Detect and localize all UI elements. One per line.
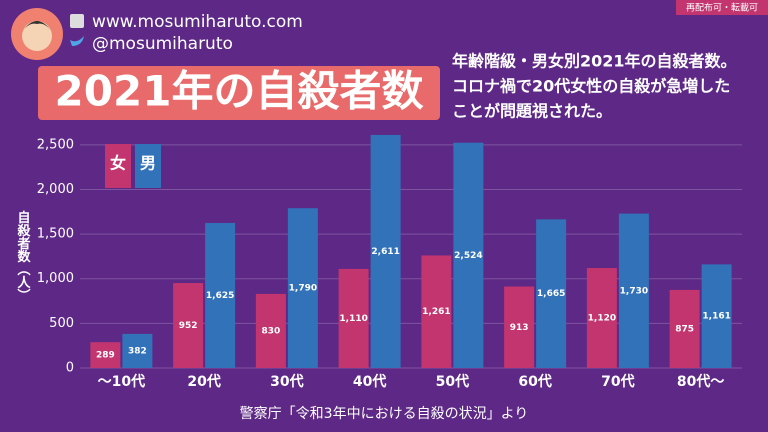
bar	[453, 142, 484, 368]
value-label: 1,665	[537, 289, 565, 299]
value-label: 1,110	[339, 314, 367, 324]
bar	[205, 222, 236, 368]
x-tick-label: 60代	[518, 373, 551, 390]
y-tick-label: 1,000	[37, 271, 74, 286]
bar	[338, 268, 369, 368]
value-label: 875	[675, 324, 694, 334]
avatar-hair	[22, 21, 52, 32]
notice: 再配布可・転載可	[686, 2, 758, 14]
value-label: 289	[96, 351, 115, 361]
chart-title: 2021年の自殺者数	[55, 67, 424, 116]
bar	[287, 208, 318, 368]
x-tick-label: 20代	[187, 373, 220, 390]
value-label: 2,611	[371, 247, 399, 257]
bar	[618, 213, 649, 368]
legend-label: 女	[110, 154, 126, 173]
x-tick-label: 〜10代	[98, 373, 145, 390]
subtitle: 年齢階級・男女別2021年の自殺者数。	[452, 52, 737, 71]
value-label: 913	[510, 323, 529, 333]
bar	[90, 342, 121, 368]
bar	[255, 293, 286, 368]
value-label: 830	[261, 326, 280, 336]
x-tick-label: 50代	[436, 373, 469, 390]
bar	[122, 333, 153, 368]
title-bg	[38, 66, 440, 120]
subtitle: コロナ禍で20代女性の自殺が急増した	[452, 77, 730, 96]
value-label: 1,161	[702, 312, 730, 322]
bar	[421, 255, 452, 368]
value-label: 1,625	[206, 291, 234, 301]
y-tick-label: 0	[66, 361, 74, 376]
bar	[370, 134, 401, 368]
value-label: 952	[179, 321, 198, 331]
value-label: 382	[128, 346, 147, 356]
y-axis-label: 自殺者数（人）	[15, 210, 32, 302]
bar	[536, 219, 567, 368]
bar	[173, 283, 204, 368]
legend-label: 男	[140, 154, 156, 173]
account: @mosumiharuto	[92, 34, 233, 54]
twitter-icon	[70, 36, 84, 46]
avatar-face	[22, 21, 52, 51]
bar	[504, 286, 535, 368]
value-label: 1,730	[620, 286, 648, 296]
value-label: 2,524	[454, 251, 482, 261]
legend-swatch	[105, 144, 131, 188]
y-tick-label: 500	[49, 316, 74, 331]
bar	[669, 289, 700, 368]
bar	[701, 264, 732, 368]
notice-bg	[676, 0, 768, 15]
y-tick-label: 2,500	[37, 137, 74, 152]
x-tick-label: 40代	[353, 373, 386, 390]
x-tick-label: 30代	[270, 373, 303, 390]
y-tick-label: 2,000	[37, 182, 74, 197]
legend-swatch	[135, 144, 161, 188]
x-tick-label: 80代〜	[677, 373, 724, 390]
value-label: 1,261	[422, 307, 450, 317]
bar	[586, 268, 617, 368]
source: 警察庁「令和3年中における自殺の状況」より	[240, 405, 529, 422]
blog-icon	[70, 14, 84, 28]
y-tick-label: 1,500	[37, 227, 74, 242]
subtitle: ことが問題視された。	[452, 102, 612, 121]
value-label: 1,790	[289, 284, 317, 294]
x-tick-label: 70代	[601, 373, 634, 390]
value-label: 1,120	[588, 314, 616, 324]
site: www.mosumiharuto.com	[92, 12, 303, 32]
